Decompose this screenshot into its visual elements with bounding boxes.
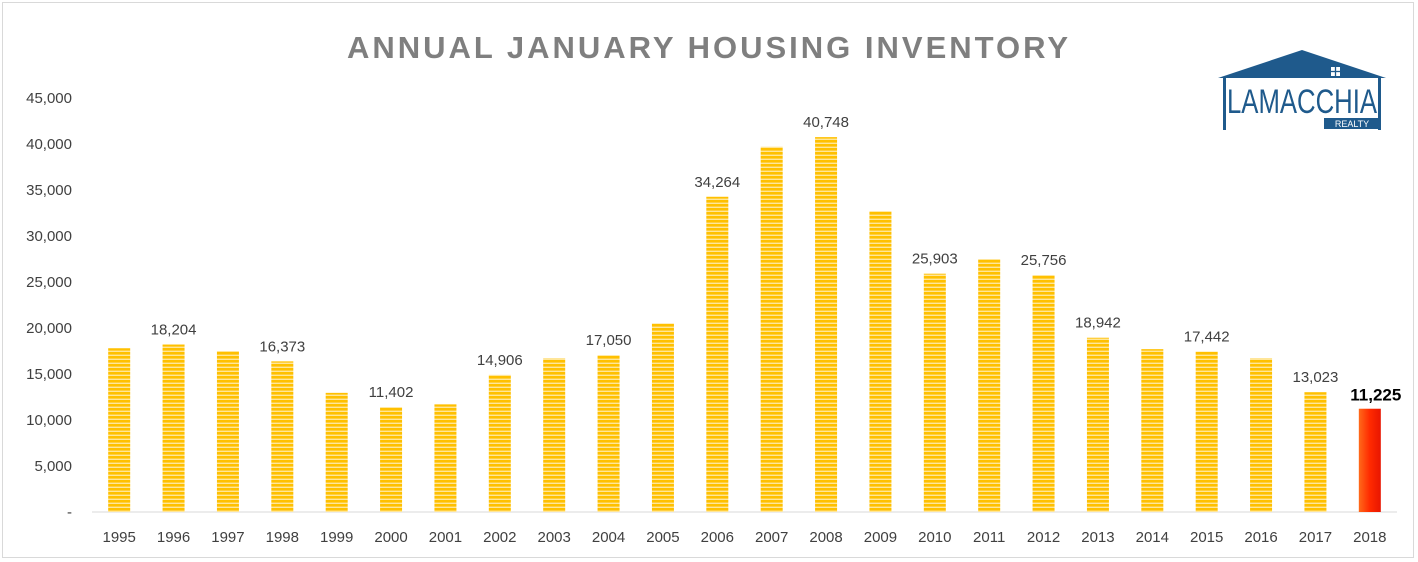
lamacchia-logo: LAMACCHIA REALTY — [1218, 50, 1386, 130]
logo-name: LAMACCHIA — [1227, 83, 1377, 121]
x-tick-label: 2015 — [1190, 529, 1223, 546]
bar — [597, 355, 620, 512]
bar — [1304, 392, 1327, 512]
data-label: 25,756 — [1021, 252, 1067, 269]
x-tick-label: 2001 — [429, 529, 462, 546]
x-tick-label: 2006 — [701, 529, 734, 546]
y-tick-label: 15,000 — [26, 366, 72, 383]
x-tick-label: 1997 — [211, 529, 244, 546]
x-tick-label: 1996 — [157, 529, 190, 546]
bar — [815, 137, 838, 512]
bar — [434, 404, 457, 512]
x-tick-label: 2002 — [483, 529, 516, 546]
y-tick-label: 45,000 — [26, 90, 72, 107]
data-label: 40,748 — [803, 114, 849, 131]
y-tick-label: 35,000 — [26, 182, 72, 199]
data-label: 14,906 — [477, 352, 523, 369]
bar — [162, 344, 185, 512]
data-label: 18,204 — [151, 322, 197, 339]
x-tick-label: 2004 — [592, 529, 625, 546]
data-label: 11,402 — [369, 384, 414, 401]
data-label: 17,442 — [1184, 329, 1230, 346]
logo-sub: REALTY — [1335, 119, 1369, 129]
data-labels: 18,204 16,373 11,402 14,906 17,050 34,264 40,7… — [151, 114, 1402, 405]
x-tick-label: 2007 — [755, 529, 788, 546]
bar — [869, 211, 892, 512]
x-tick-label: 1995 — [103, 529, 136, 546]
x-tick-label: 2000 — [374, 529, 407, 546]
x-tick-label: 2008 — [809, 529, 842, 546]
data-label: 34,264 — [694, 174, 740, 191]
bar — [1141, 349, 1164, 512]
y-tick-label: 25,000 — [26, 274, 72, 291]
x-tick-label: 2018 — [1353, 529, 1386, 546]
y-tick-label: 5,000 — [34, 458, 72, 475]
bar — [380, 407, 403, 512]
x-tick-label: 1998 — [266, 529, 299, 546]
chart-title: ANNUAL JANUARY HOUSING INVENTORY — [346, 30, 1072, 65]
data-label: 11,225 — [1350, 386, 1401, 405]
data-label: 18,942 — [1075, 315, 1121, 332]
y-tick-label: 30,000 — [26, 228, 72, 245]
bar — [651, 323, 674, 512]
data-label: 25,903 — [912, 251, 958, 268]
bar — [760, 146, 783, 512]
bar — [1086, 337, 1109, 512]
data-label: 17,050 — [586, 332, 632, 349]
bar — [978, 259, 1001, 512]
data-label: 16,373 — [259, 338, 305, 355]
bar — [1195, 351, 1218, 512]
y-axis-ticks: - 5,000 10,000 15,000 20,000 25,000 30,000 35,0… — [26, 90, 72, 521]
x-tick-label: 2017 — [1299, 529, 1332, 546]
x-axis-labels: 1995 1996 1997 1998 1999 2000 2001 2002 2003 2004… — [103, 529, 1387, 546]
bar — [325, 392, 348, 512]
x-tick-label: 2012 — [1027, 529, 1060, 546]
bar — [488, 374, 511, 512]
bar — [923, 273, 946, 512]
x-tick-label: 1999 — [320, 529, 353, 546]
logo-roof — [1218, 50, 1386, 78]
y-tick-label: 40,000 — [26, 136, 72, 153]
bar — [271, 361, 294, 512]
y-tick-label: 20,000 — [26, 320, 72, 337]
y-tick-label: 10,000 — [26, 412, 72, 429]
x-tick-label: 2013 — [1081, 529, 1114, 546]
bar — [543, 358, 566, 512]
bar — [1250, 358, 1273, 512]
x-tick-label: 2010 — [918, 529, 951, 546]
bar — [1032, 275, 1055, 512]
bar — [108, 348, 131, 512]
y-tick-label: - — [67, 504, 72, 521]
x-tick-label: 2011 — [973, 529, 1005, 546]
bar-highlight — [1358, 408, 1381, 512]
x-tick-label: 2005 — [646, 529, 679, 546]
x-tick-label: 2003 — [538, 529, 571, 546]
bar — [216, 351, 239, 512]
bars — [108, 137, 1381, 513]
data-label: 13,023 — [1292, 369, 1338, 386]
bar — [706, 196, 729, 513]
x-tick-label: 2014 — [1136, 529, 1169, 546]
x-tick-label: 2016 — [1244, 529, 1277, 546]
x-tick-label: 2009 — [864, 529, 897, 546]
